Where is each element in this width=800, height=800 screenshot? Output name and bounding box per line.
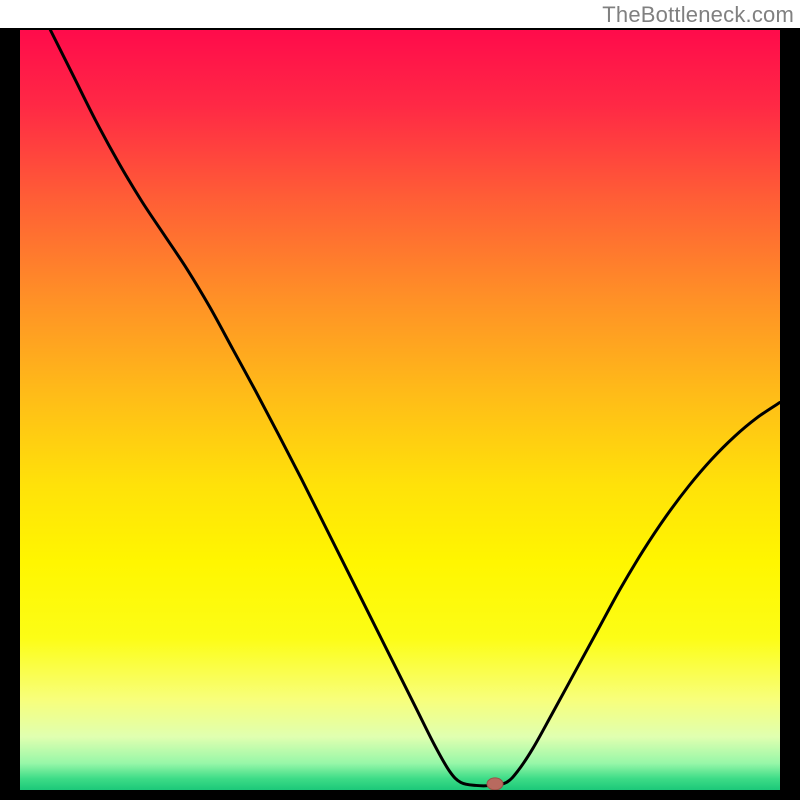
- chart-svg: [0, 0, 800, 800]
- frame-right: [780, 0, 800, 800]
- chart-container: TheBottleneck.com: [0, 0, 800, 800]
- frame-left: [0, 0, 20, 800]
- watermark-text: TheBottleneck.com: [602, 2, 794, 28]
- frame-top-line: [0, 28, 800, 30]
- bottleneck-marker: [487, 778, 503, 790]
- frame-bottom: [0, 790, 800, 800]
